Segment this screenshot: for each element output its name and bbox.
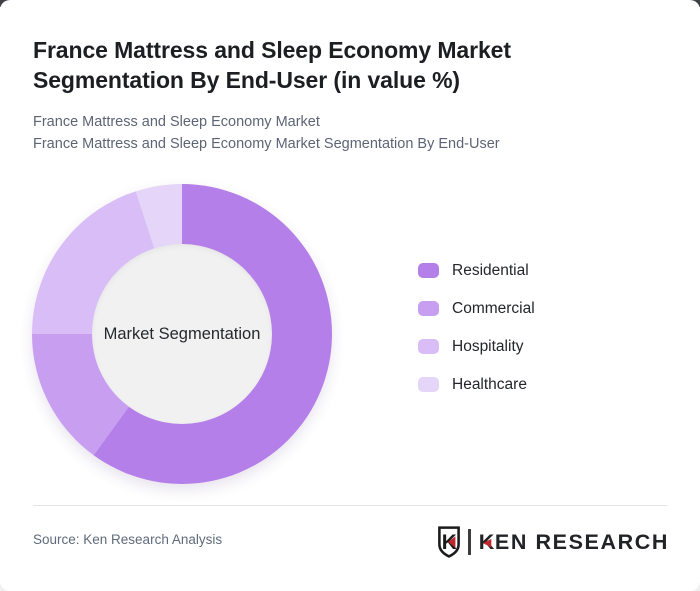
shield-red-triangle-icon xyxy=(447,536,456,548)
subtitle-line-2: France Mattress and Sleep Economy Market… xyxy=(33,136,500,152)
legend-swatch-commercial-icon xyxy=(418,301,439,316)
logo-divider-bar xyxy=(467,529,471,555)
legend-label: Hospitality xyxy=(452,337,524,355)
donut-hole: Market Segmentation xyxy=(92,244,272,424)
legend-item-healthcare[interactable]: Healthcare xyxy=(418,375,535,393)
source-text: Source: Ken Research Analysis xyxy=(33,532,223,547)
legend-swatch-healthcare-icon xyxy=(418,377,439,392)
legend-label: Commercial xyxy=(452,299,535,317)
logo-red-triangle-icon: ◀ xyxy=(482,536,493,549)
ken-research-shield-icon: K xyxy=(437,526,460,558)
subtitle-line-1: France Mattress and Sleep Economy Market xyxy=(33,114,320,130)
chart-subtitles: France Mattress and Sleep Economy Market… xyxy=(33,111,500,155)
logo-wordmark: K ◀ EN RESEARCH xyxy=(479,530,669,555)
ken-research-logo: K K ◀ EN RESEARCH xyxy=(437,525,669,559)
legend-item-residential[interactable]: Residential xyxy=(418,261,535,279)
legend-item-commercial[interactable]: Commercial xyxy=(418,299,535,317)
legend-item-hospitality[interactable]: Hospitality xyxy=(418,337,535,355)
legend-swatch-hospitality-icon xyxy=(418,339,439,354)
logo-word-k: K xyxy=(478,529,496,554)
legend-label: Healthcare xyxy=(452,375,527,393)
legend-swatch-residential-icon xyxy=(418,263,439,278)
logo-word-rest: EN RESEARCH xyxy=(494,529,669,554)
legend-label: Residential xyxy=(452,261,529,279)
page-title: France Mattress and Sleep Economy Market… xyxy=(33,37,511,93)
donut-center-label: Market Segmentation xyxy=(103,324,261,343)
footer-divider xyxy=(33,505,667,506)
donut-chart[interactable]: Market Segmentation xyxy=(32,184,332,484)
chart-legend: Residential Commercial Hospitality Healt… xyxy=(418,261,535,415)
